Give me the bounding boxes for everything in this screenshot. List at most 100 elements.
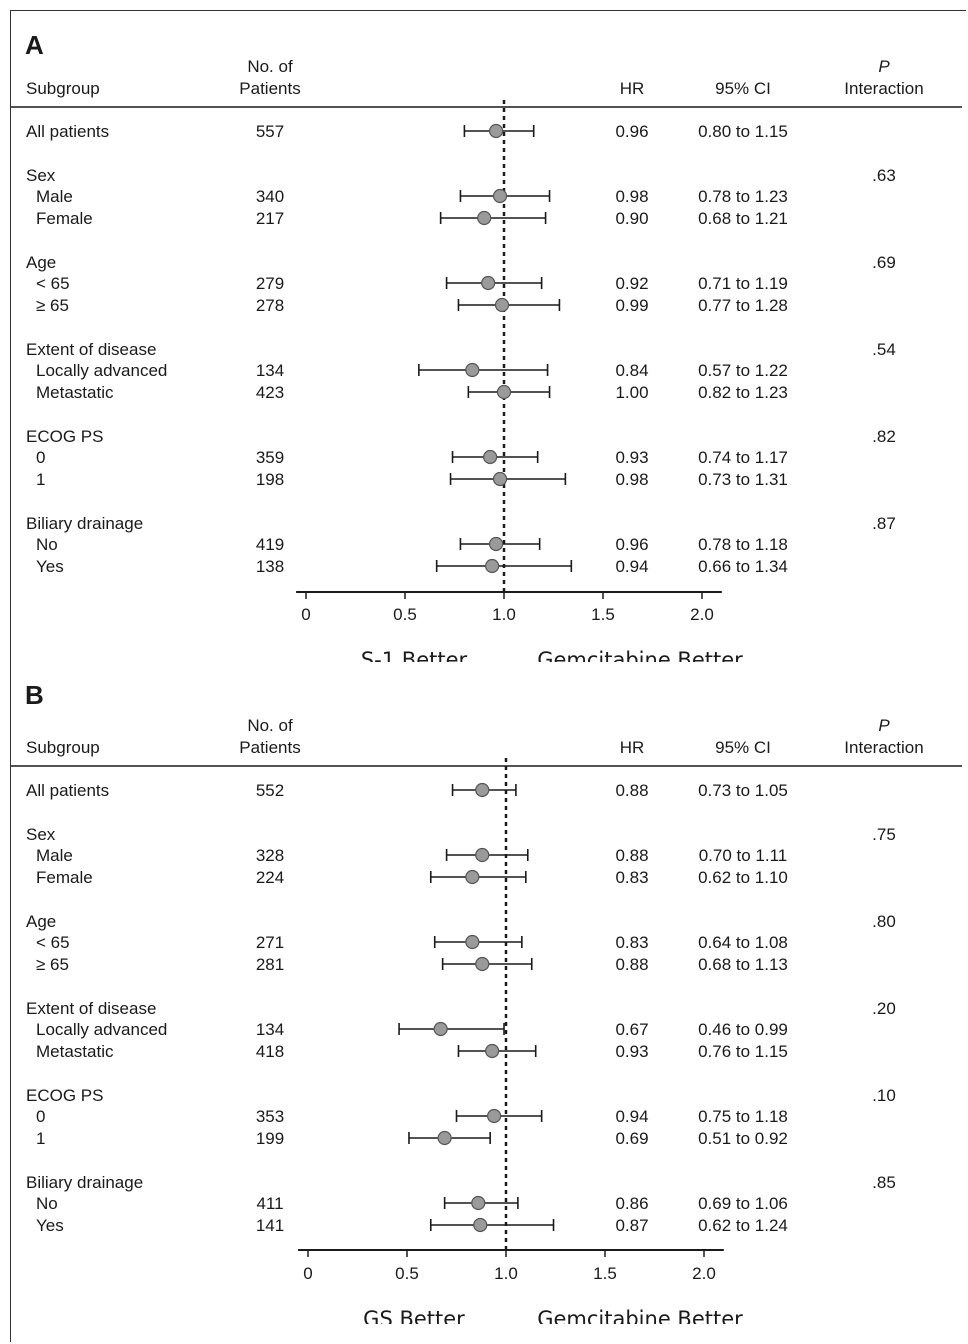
ci-value-age-2: 0.68 to 1.13 (698, 955, 788, 974)
ci-value-sex-1: 0.70 to 1.11 (699, 846, 788, 865)
ci-value-extent-of-disease-1: 0.46 to 0.99 (698, 1020, 788, 1039)
group-header-extent-of-disease: Extent of disease (26, 999, 156, 1018)
row-label-all-patients: All patients (26, 122, 109, 141)
hr-value-biliary-drainage-1: 0.96 (615, 535, 648, 554)
hr-point-ecog-ps-1 (487, 1108, 502, 1124)
hr-value-sex-2: 0.83 (615, 868, 648, 887)
group-header-ecog-ps: ECOG PS (26, 427, 103, 446)
hr-point-sex-1 (492, 188, 508, 204)
hr-point-age-2 (494, 297, 510, 313)
col-header-hr: HR (620, 79, 645, 98)
x-tick-label-0: 0 (301, 605, 310, 624)
hr-value-age-2: 0.99 (615, 296, 648, 315)
col-header-p-line2: Interaction (844, 738, 923, 757)
hr-point-sex-2 (477, 210, 492, 226)
row-label-biliary-drainage-1: No (36, 535, 58, 554)
hr-point-age-1 (465, 934, 480, 950)
hr-value-ecog-ps-2: 0.98 (615, 470, 648, 489)
hr-point-extent-of-disease-1 (465, 362, 480, 378)
hr-value-extent-of-disease-1: 0.84 (615, 361, 648, 380)
group-header-age: Age (26, 912, 56, 931)
hr-value-age-1: 0.83 (615, 933, 648, 952)
patients-count-sex-2: 224 (256, 868, 284, 887)
p-interaction-sex: .75 (872, 825, 896, 844)
row-label-extent-of-disease-2: Metastatic (36, 1042, 114, 1061)
ci-value-ecog-ps-2: 0.73 to 1.31 (698, 470, 788, 489)
row-label-sex-2: Female (36, 209, 93, 228)
hr-value-biliary-drainage-2: 0.94 (615, 557, 648, 576)
x-tick-label-1: 0.5 (393, 605, 417, 624)
row-label-ecog-ps-1: 0 (36, 1107, 45, 1126)
p-interaction-extent-of-disease: .20 (872, 999, 896, 1018)
ci-value-extent-of-disease-2: 0.76 to 1.15 (698, 1042, 788, 1061)
right-direction-label: Gemcitabine Better (537, 1307, 743, 1324)
hr-point-age-2 (475, 956, 490, 972)
hr-point-all-patients (488, 123, 504, 139)
p-interaction-sex: .63 (872, 166, 896, 185)
ci-value-ecog-ps-2: 0.51 to 0.92 (698, 1129, 788, 1148)
ci-value-sex-2: 0.62 to 1.10 (698, 868, 788, 887)
patients-count-extent-of-disease-2: 423 (256, 383, 284, 402)
row-label-ecog-ps-1: 0 (36, 448, 45, 467)
right-direction-label: Gemcitabine Better (537, 648, 743, 662)
patients-count-biliary-drainage-2: 138 (256, 557, 284, 576)
row-label-all-patients: All patients (26, 781, 109, 800)
forest-plot-a: A Subgroup No. of Patients HR 95% CI P Interact… (11, 30, 962, 662)
x-tick-label-3: 1.5 (593, 1264, 617, 1283)
col-header-p-line1: P (878, 57, 890, 76)
col-header-patients-line1: No. of (247, 716, 293, 735)
col-header-patients-line2: Patients (239, 738, 300, 757)
hr-point-biliary-drainage-1 (488, 536, 504, 552)
hr-value-extent-of-disease-2: 1.00 (615, 383, 648, 402)
hr-point-biliary-drainage-2 (485, 558, 500, 574)
col-header-hr: HR (620, 738, 645, 757)
col-header-subgroup: Subgroup (26, 738, 100, 757)
row-label-age-1: < 65 (36, 274, 70, 293)
x-tick-label-1: 0.5 (395, 1264, 419, 1283)
patients-count-biliary-drainage-1: 411 (256, 1194, 283, 1213)
col-header-p-line1: P (878, 716, 890, 735)
col-header-subgroup: Subgroup (26, 79, 100, 98)
row-label-biliary-drainage-2: Yes (36, 1216, 64, 1235)
patients-count-extent-of-disease-2: 418 (256, 1042, 284, 1061)
patients-count-ecog-ps-1: 359 (256, 448, 284, 467)
patients-count-age-1: 279 (256, 274, 284, 293)
hr-point-ecog-ps-2 (437, 1130, 452, 1146)
hr-point-extent-of-disease-1 (433, 1021, 448, 1037)
ci-value-biliary-drainage-2: 0.62 to 1.24 (698, 1216, 788, 1235)
patients-count-biliary-drainage-2: 141 (256, 1216, 284, 1235)
p-interaction-age: .69 (872, 253, 896, 272)
hr-value-extent-of-disease-1: 0.67 (615, 1020, 648, 1039)
hr-point-sex-2 (465, 869, 480, 885)
patients-count-sex-2: 217 (256, 209, 284, 228)
panel-b: B Subgroup No. of Patients HR 95% CI P Interact… (0, 662, 968, 1324)
panel-letter-a: A (25, 30, 44, 60)
col-header-ci: 95% CI (715, 738, 771, 757)
ci-value-extent-of-disease-2: 0.82 to 1.23 (698, 383, 788, 402)
ci-value-age-2: 0.77 to 1.28 (698, 296, 788, 315)
hr-point-ecog-ps-2 (492, 471, 508, 487)
patients-count-age-2: 278 (256, 296, 284, 315)
ci-value-biliary-drainage-2: 0.66 to 1.34 (698, 557, 788, 576)
hr-value-sex-2: 0.90 (615, 209, 648, 228)
group-header-extent-of-disease: Extent of disease (26, 340, 156, 359)
hr-point-all-patients (475, 782, 490, 798)
row-label-ecog-ps-2: 1 (36, 1129, 45, 1148)
col-header-patients-line1: No. of (247, 57, 293, 76)
ci-value-biliary-drainage-1: 0.78 to 1.18 (698, 535, 788, 554)
ci-value-sex-1: 0.78 to 1.23 (698, 187, 788, 206)
row-label-ecog-ps-2: 1 (36, 470, 45, 489)
hr-value-biliary-drainage-1: 0.86 (615, 1194, 648, 1213)
row-label-age-1: < 65 (36, 933, 70, 952)
group-header-ecog-ps: ECOG PS (26, 1086, 103, 1105)
hr-point-biliary-drainage-1 (471, 1195, 486, 1211)
patients-count-age-2: 281 (256, 955, 284, 974)
x-tick-label-0: 0 (303, 1264, 312, 1283)
row-label-age-2: ≥ 65 (36, 955, 69, 974)
col-header-patients-line2: Patients (239, 79, 300, 98)
patients-count-all-patients: 552 (256, 781, 284, 800)
patients-count-ecog-ps-1: 353 (256, 1107, 284, 1126)
row-label-biliary-drainage-2: Yes (36, 557, 64, 576)
hr-value-all-patients: 0.88 (615, 781, 648, 800)
row-label-sex-2: Female (36, 868, 93, 887)
